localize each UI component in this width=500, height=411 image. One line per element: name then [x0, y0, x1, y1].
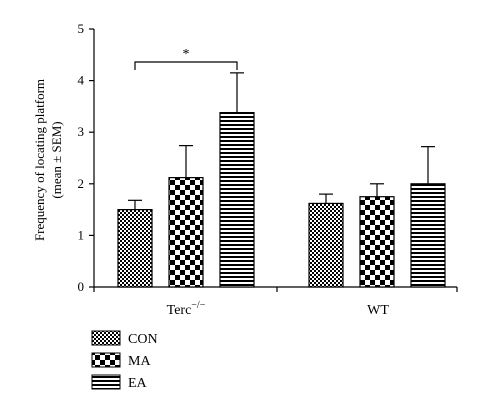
y-tick-label: 3	[78, 124, 85, 139]
significance-bracket	[134, 61, 238, 70]
axes	[93, 29, 458, 292]
bar-ea-group-0	[219, 111, 255, 288]
x-group-label: WT	[367, 303, 389, 318]
legend-swatch-ea	[91, 374, 121, 390]
legend-label-ma: MA	[128, 354, 151, 369]
annotations: *	[134, 47, 238, 70]
y-tick-label: 2	[78, 176, 85, 191]
y-tick-label: 4	[78, 73, 85, 88]
legend-label-ea: EA	[128, 376, 148, 391]
bars	[117, 72, 446, 288]
bar-con-group-1	[308, 202, 344, 288]
x-group-label: Terc−/−	[167, 300, 206, 318]
legend: CON MA EA	[91, 330, 158, 391]
x-tick-labels: Terc−/− WT	[167, 300, 390, 318]
legend-swatch-con	[91, 330, 121, 346]
y-axis-label-line2: (mean ± SEM)	[49, 121, 64, 198]
legend-label-con: CON	[128, 332, 158, 347]
bar-ma-group-0	[168, 177, 204, 288]
legend-swatch-ma	[91, 352, 121, 368]
y-ticks: 0 1 2 3 4 5	[78, 21, 94, 294]
significance-star: *	[183, 47, 190, 62]
y-tick-label: 0	[78, 279, 85, 294]
bar-ea-group-1	[410, 183, 446, 288]
y-tick-label: 5	[78, 21, 85, 36]
bar-con-group-0	[117, 209, 153, 288]
y-axis-label-line1: Frequency of locating platform	[32, 79, 47, 241]
y-tick-label: 1	[78, 227, 85, 242]
bar-ma-group-1	[359, 196, 395, 288]
